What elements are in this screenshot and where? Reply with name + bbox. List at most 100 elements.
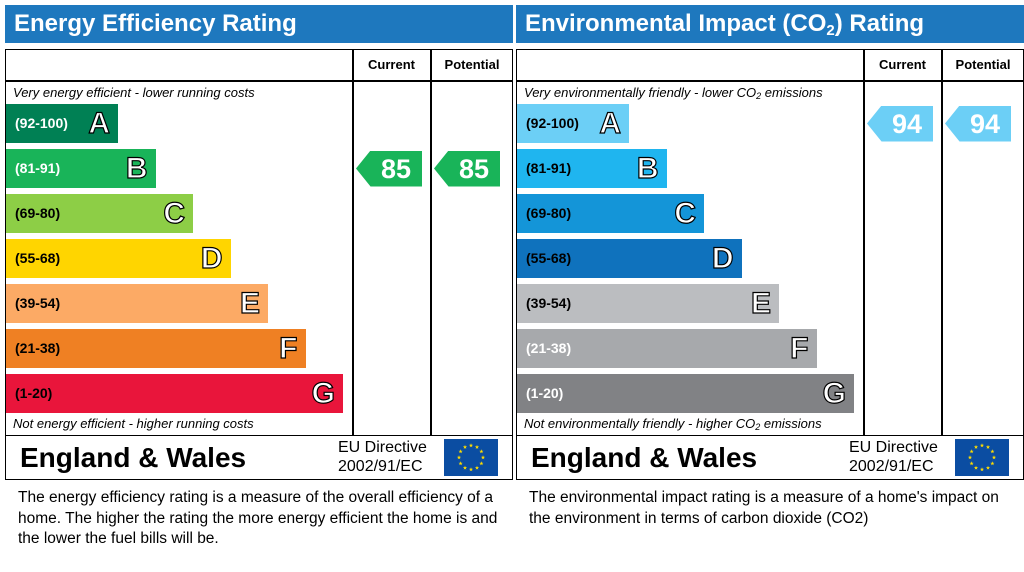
top-caption: Very energy efficient - lower running co… [13,85,255,100]
band-letter: E [750,286,771,320]
eu-star [979,443,985,448]
band-letter: C [674,196,697,230]
band-a: (92-100) A [517,104,629,143]
band-range-label: (39-54) [526,295,572,311]
eu-directive-line1: EU Directive [849,439,938,456]
eu-star [474,444,480,449]
eu-directive: EU Directive 2002/91/EC [338,438,427,476]
eu-star [969,461,974,466]
current-rating-arrow: 94 [867,105,933,142]
environmental-description: The environmental impact rating is a mea… [529,489,999,527]
eu-star [985,465,991,470]
band-d: (55-68) D [6,239,231,278]
band-range-label: (92-100) [526,115,579,131]
eu-star [973,444,979,449]
band-letter: G [822,376,847,410]
current-column-divider [352,50,354,435]
environmental-chart: Current Potential Very environmentally f… [516,49,1024,436]
potential-column-header: Potential [955,57,1011,72]
bottom-caption: Not energy efficient - higher running co… [13,416,254,431]
band-e: (39-54) E [517,284,779,323]
band-range-label: (1-20) [15,385,53,401]
current-rating-value: 94 [891,108,923,139]
eu-directive: EU Directive 2002/91/EC [849,438,938,476]
bottom-caption: Not environmentally friendly - higher CO… [524,416,822,432]
band-d: (55-68) D [517,239,742,278]
energy-footer: England & Wales EU Directive 2002/91/EC [5,436,513,480]
eu-star [458,449,463,454]
eu-star [990,461,995,466]
band-range-label: (69-80) [15,205,61,221]
current-arrow-shape [356,150,422,187]
band-range-label: (21-38) [526,340,572,356]
header-divider [517,80,1023,82]
current-arrow-shape [867,105,933,142]
band-range-label: (55-68) [526,250,572,266]
header-divider [6,80,512,82]
eu-flag-icon [444,439,498,476]
eu-star [967,455,973,460]
band-c: (69-80) C [6,194,193,233]
eu-star [969,449,974,454]
top-caption-sub: 2 [756,91,762,101]
rating-bands: (92-100) A (81-91) B (69-80) C (55-68) D (39-54)… [6,50,512,435]
eu-star [979,467,985,472]
band-g: (1-20) G [6,374,343,413]
current-column-header: Current [879,57,926,72]
potential-rating-value: 85 [458,153,490,184]
eu-star [985,444,991,449]
eu-star [456,455,462,460]
rating-bands: (92-100) A (81-91) B (69-80) C (55-68) D (39-54)… [517,50,1023,435]
eu-star [973,465,979,470]
band-letter: B [636,151,659,185]
band-b: (81-91) B [6,149,156,188]
env-title-suffix: ) Rating [834,10,925,37]
band-letter: A [599,106,622,140]
current-column-header: Current [368,57,415,72]
band-g: (1-20) G [517,374,854,413]
eu-star [462,444,468,449]
eu-star [468,467,474,472]
env-title-prefix: Environmental Impact (CO [525,10,827,37]
band-e: (39-54) E [6,284,268,323]
potential-column-divider [430,50,432,435]
energy-efficiency-panel: Energy Efficiency Rating Current Potenti… [5,5,513,480]
eu-star [468,443,474,448]
bottom-caption-sub: 2 [755,422,761,432]
current-rating-value: 85 [380,153,412,184]
environmental-panel-title: Environmental Impact (CO2) Rating [516,5,1024,43]
band-range-label: (39-54) [15,295,61,311]
eu-star [474,465,480,470]
band-letter: G [311,376,336,410]
current-rating-arrow: 85 [356,150,422,187]
eu-star [462,465,468,470]
energy-description: The energy efficiency rating is a measur… [18,489,498,547]
band-range-label: (81-91) [526,160,572,176]
band-f: (21-38) F [517,329,817,368]
region-label: England & Wales [20,442,247,473]
band-range-label: (55-68) [15,250,61,266]
eu-directive-line2: 2002/91/EC [338,458,423,475]
band-letter: C [163,196,186,230]
environmental-footer: England & Wales EU Directive 2002/91/EC [516,436,1024,480]
band-f: (21-38) F [6,329,306,368]
band-range-label: (21-38) [15,340,61,356]
band-letter: D [711,241,734,275]
top-caption: Very environmentally friendly - lower CO… [524,85,823,101]
band-letter: D [200,241,223,275]
band-range-label: (81-91) [15,160,61,176]
eu-star [479,449,484,454]
top-caption-suffix: emissions [761,85,823,100]
energy-chart: Current Potential Very energy efficient … [5,49,513,436]
bottom-caption-prefix: Not environmentally friendly - higher CO [524,416,756,431]
potential-rating-arrow: 85 [434,150,500,187]
energy-panel-title: Energy Efficiency Rating [5,5,513,43]
band-range-label: (1-20) [526,385,564,401]
band-c: (69-80) C [517,194,704,233]
potential-column-divider [941,50,943,435]
current-column-divider [863,50,865,435]
region-label: England & Wales [531,442,758,473]
band-letter: E [239,286,260,320]
eu-star [990,449,995,454]
env-title-sub: 2 [826,22,835,39]
